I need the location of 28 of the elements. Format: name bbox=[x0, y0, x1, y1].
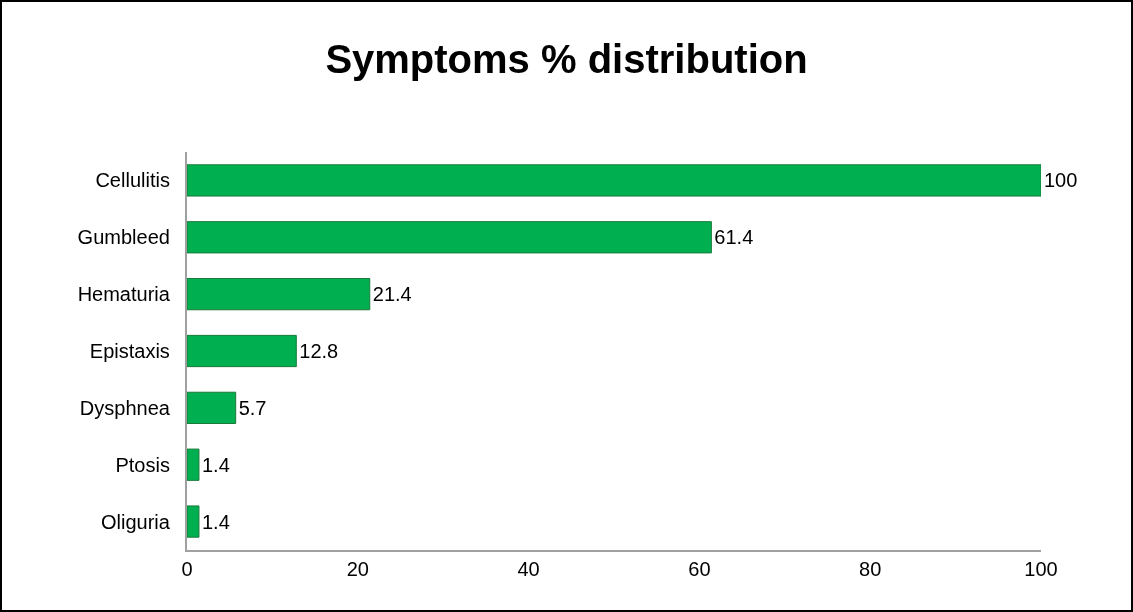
data-label: 1.4 bbox=[201, 510, 230, 533]
x-tick-label: 100 bbox=[1024, 558, 1058, 580]
y-tick-label: Gumbleed bbox=[77, 226, 181, 249]
y-tick-label: Dysphnea bbox=[79, 396, 181, 419]
y-tick-label: Hematuria bbox=[77, 283, 181, 306]
bar bbox=[187, 164, 1041, 197]
x-tick-label: 40 bbox=[517, 558, 540, 580]
bar bbox=[187, 334, 297, 368]
y-tick-label: Epistaxis bbox=[89, 340, 181, 362]
data-label: 61.4 bbox=[714, 226, 754, 249]
y-tick-label: Cellulitis bbox=[95, 169, 181, 192]
x-tick-label: 0 bbox=[181, 558, 193, 580]
data-label: 100 bbox=[1044, 169, 1078, 192]
bar bbox=[187, 278, 371, 311]
bar bbox=[187, 391, 237, 424]
data-label: 12.8 bbox=[299, 340, 339, 362]
bar bbox=[187, 221, 712, 254]
data-label: 5.7 bbox=[238, 396, 267, 419]
x-tick-label: 60 bbox=[688, 558, 711, 580]
data-label: 21.4 bbox=[372, 283, 412, 306]
bar bbox=[187, 505, 200, 538]
bar bbox=[187, 448, 200, 481]
x-tick-label: 20 bbox=[346, 558, 369, 580]
data-label: 1.4 bbox=[201, 453, 230, 476]
chart-title: Symptoms % distribution bbox=[325, 36, 808, 81]
x-tick-label: 80 bbox=[859, 558, 882, 580]
y-tick-label: Oliguria bbox=[100, 510, 181, 533]
y-tick-label: Ptosis bbox=[115, 453, 181, 476]
